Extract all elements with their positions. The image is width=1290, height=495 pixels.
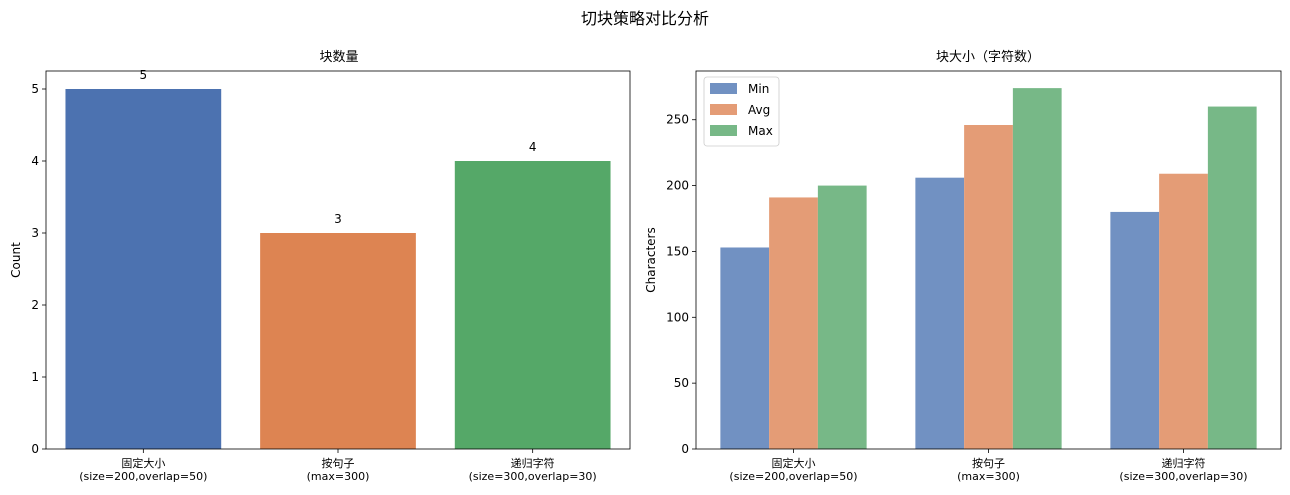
- size-legend-label-0: Min: [748, 82, 769, 96]
- chunk-size-ylabel: Characters: [644, 227, 658, 293]
- size-bar-min-0: [720, 247, 770, 449]
- chunk-count-chart: 块数量 Count 0 1 2 3 4 5 固定大小(size=200,overlap=50…: [9, 50, 631, 483]
- size-ytick-label-0: 0: [681, 442, 689, 456]
- size-legend-swatch-1: [710, 104, 737, 115]
- count-xtick-label-2-0: 递归字符: [511, 456, 555, 470]
- chunk-count-title: 块数量: [319, 50, 358, 65]
- count-xtick-label-0-0: 固定大小: [121, 456, 165, 470]
- count-ytick-label-1: 1: [31, 370, 39, 384]
- count-xtick-label-0-1: (size=200,overlap=50): [79, 470, 207, 483]
- count-ytick-label-4: 4: [31, 154, 39, 168]
- size-bar-avg-2: [1159, 173, 1208, 450]
- figure-title: 切块策略对比分析: [581, 9, 709, 28]
- size-bar-max-0: [817, 185, 867, 449]
- count-ytick-label-2: 2: [31, 298, 39, 312]
- size-ytick-label-3: 150: [666, 244, 689, 258]
- size-bar-max-1: [1012, 88, 1062, 449]
- size-bar-min-1: [915, 177, 965, 449]
- size-bar-avg-0: [769, 197, 818, 449]
- size-legend-label-2: Max: [748, 124, 773, 138]
- size-bar-avg-1: [964, 125, 1013, 449]
- size-bar-max-2: [1207, 106, 1257, 449]
- chunk-size-chart: 块大小（字符数） Characters 050100150200250固定大小(…: [644, 49, 1282, 483]
- count-xtick-label-2-1: (size=300,overlap=30): [469, 470, 597, 483]
- count-bar-2: [454, 161, 611, 449]
- chunk-count-ylabel: Count: [9, 242, 23, 278]
- count-ytick-label-0: 0: [31, 442, 39, 456]
- count-bar-1: [260, 233, 416, 449]
- size-ytick-label-4: 200: [666, 179, 689, 193]
- count-bar-0: [65, 89, 222, 449]
- size-legend-swatch-2: [710, 125, 737, 136]
- size-xtick-label-0-0: 固定大小: [772, 456, 816, 470]
- count-bar-label-2: 4: [529, 140, 537, 154]
- count-ytick-label-3: 3: [31, 226, 39, 240]
- size-legend-label-1: Avg: [748, 103, 770, 117]
- size-ytick-label-2: 100: [666, 310, 689, 324]
- size-legend-swatch-0: [710, 83, 737, 94]
- size-legend: Min Avg Max: [703, 76, 780, 147]
- size-ytick-label-1: 50: [674, 376, 689, 390]
- size-xtick-label-2-0: 递归字符: [1162, 456, 1206, 470]
- size-xtick-label-1-0: 按句子: [972, 456, 1005, 470]
- count-bar-label-1: 3: [334, 212, 342, 226]
- count-ytick-label-5: 5: [31, 82, 39, 96]
- size-ytick-label-5: 250: [666, 113, 689, 127]
- count-xtick-label-1-0: 按句子: [322, 456, 355, 470]
- count-xtick-label-1-1: (max=300): [307, 470, 370, 483]
- count-frame: [45, 70, 631, 450]
- size-frame: [695, 70, 1282, 450]
- size-xtick-label-0-1: (size=200,overlap=50): [729, 470, 857, 483]
- size-bar-min-2: [1110, 211, 1160, 449]
- count-bar-label-0: 5: [140, 68, 148, 82]
- chunk-size-title: 块大小（字符数）: [936, 49, 1040, 65]
- size-xtick-label-1-1: (max=300): [957, 470, 1020, 483]
- size-xtick-label-2-1: (size=300,overlap=30): [1119, 470, 1247, 483]
